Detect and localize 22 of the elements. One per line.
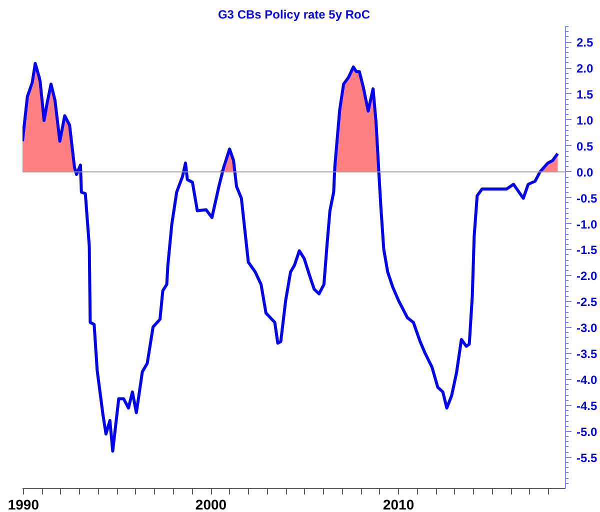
y-tick-label: -0.5 — [576, 191, 598, 206]
y-tick-label: -2.0 — [576, 269, 598, 284]
y-tick-label: -3.5 — [576, 347, 598, 362]
x-tick-label: 2010 — [382, 496, 414, 512]
line-series — [22, 62, 560, 453]
x-tick-label: 1990 — [8, 496, 40, 512]
y-tick-label: 2.5 — [576, 36, 594, 50]
y-tick-label: -5.0 — [576, 424, 598, 439]
y-tick-label: -4.0 — [576, 372, 598, 387]
y-tick-label: -3.0 — [576, 321, 598, 336]
y-tick-label: -2.5 — [576, 295, 598, 310]
y-tick-label: -1.5 — [576, 243, 598, 258]
chart-title: G3 CBs Policy rate 5y RoC — [218, 8, 370, 22]
y-tick-label: 0.0 — [576, 165, 594, 180]
y-tick-label: 2.0 — [576, 62, 594, 76]
y-tick-label: 1.0 — [576, 113, 594, 128]
x-tick-label: 2000 — [195, 496, 227, 512]
y-tick-label: -4.5 — [576, 398, 598, 413]
y-tick-label: -1.0 — [576, 217, 598, 232]
y-tick-label: 0.5 — [576, 139, 594, 154]
y-tick-label: 1.5 — [576, 87, 594, 102]
y-tick-label: -5.5 — [576, 450, 598, 465]
